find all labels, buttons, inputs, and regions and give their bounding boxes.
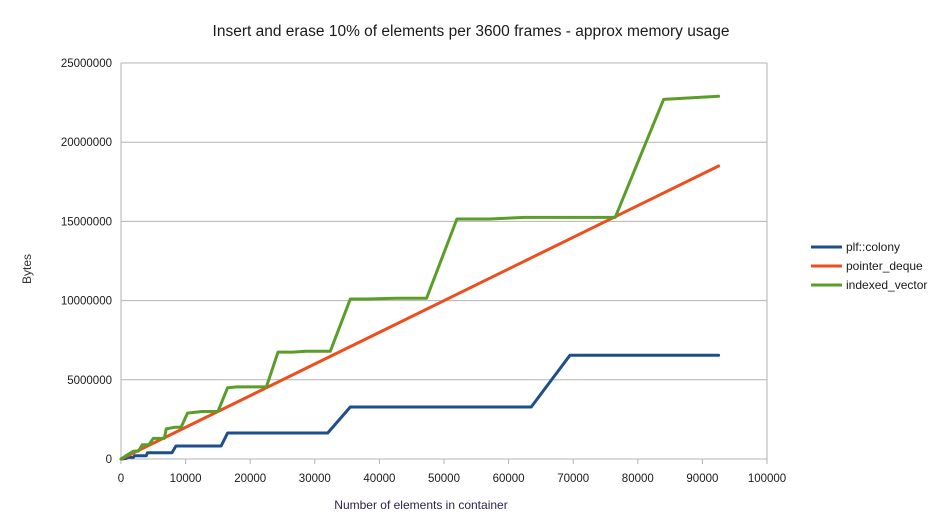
y-tick-label: 5000000 (67, 375, 112, 387)
y-tick-labels: 0 5000000 10000000 15000000 20000000 25000000 (61, 58, 112, 466)
data-series (119, 94, 721, 461)
x-tick-label: 10000 (170, 473, 202, 485)
axes (120, 63, 768, 464)
gridlines (121, 62, 767, 381)
x-tick-label: 50000 (428, 473, 460, 485)
y-tick-label: 15000000 (61, 216, 112, 228)
y-tick-label: 25000000 (61, 58, 112, 70)
legend-label: indexed_vector (846, 278, 927, 292)
x-tick-label: 60000 (493, 473, 525, 485)
x-tick-label: 90000 (686, 473, 718, 485)
series-line-indexed-vector (119, 94, 721, 461)
y-tick-label: 10000000 (61, 296, 112, 308)
x-tick-label: 40000 (363, 473, 395, 485)
x-tick-label: 0 (118, 473, 124, 485)
legend-label: plf::colony (846, 240, 900, 254)
x-tick-label: 70000 (557, 473, 589, 485)
y-axis-title: Bytes (20, 254, 34, 284)
x-tick-label: 20000 (234, 473, 266, 485)
series-line-pointer-deque (119, 164, 721, 461)
x-axis-title: Number of elements in container (334, 498, 507, 512)
x-tick-label: 100000 (748, 473, 786, 485)
x-tick-label: 30000 (299, 473, 331, 485)
y-tick-label: 0 (106, 454, 112, 466)
chart-title: Insert and erase 10% of elements per 360… (213, 23, 730, 40)
series-line-plf-colony (119, 353, 721, 461)
x-tick-label: 80000 (622, 473, 654, 485)
x-tick-labels: 0 10000 20000 30000 40000 50000 60000 70000 8000… (118, 473, 786, 485)
y-tick-label: 20000000 (61, 137, 112, 149)
legend-label: pointer_deque (846, 259, 923, 273)
